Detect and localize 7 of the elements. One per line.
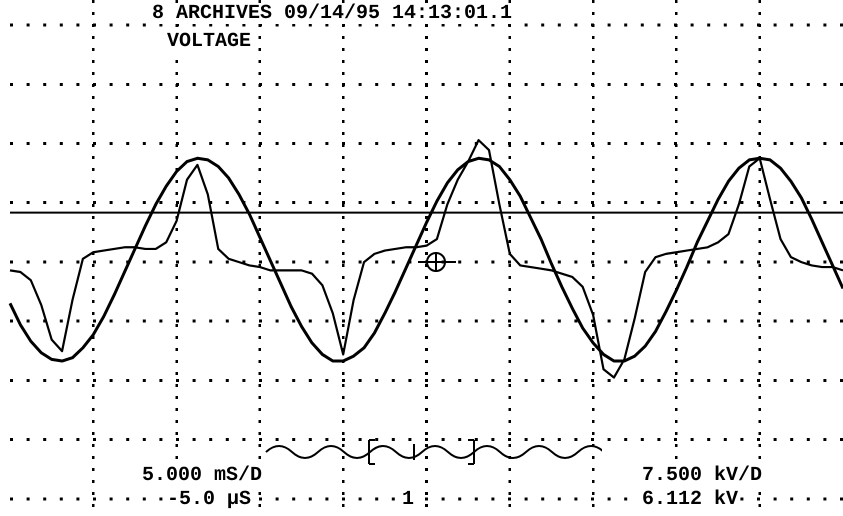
text: 6.112 kV [640,488,740,511]
text: -5.0 µS [165,488,254,511]
chart-subtitle: VOLTAGE [165,30,254,53]
text: 5.000 mS/D [140,464,264,487]
text: 1 [400,488,416,511]
text: 7.500 kV/D [640,464,764,487]
chart-title: 8 ARCHIVES 09/14/95 14:13:01.1 [150,2,514,25]
